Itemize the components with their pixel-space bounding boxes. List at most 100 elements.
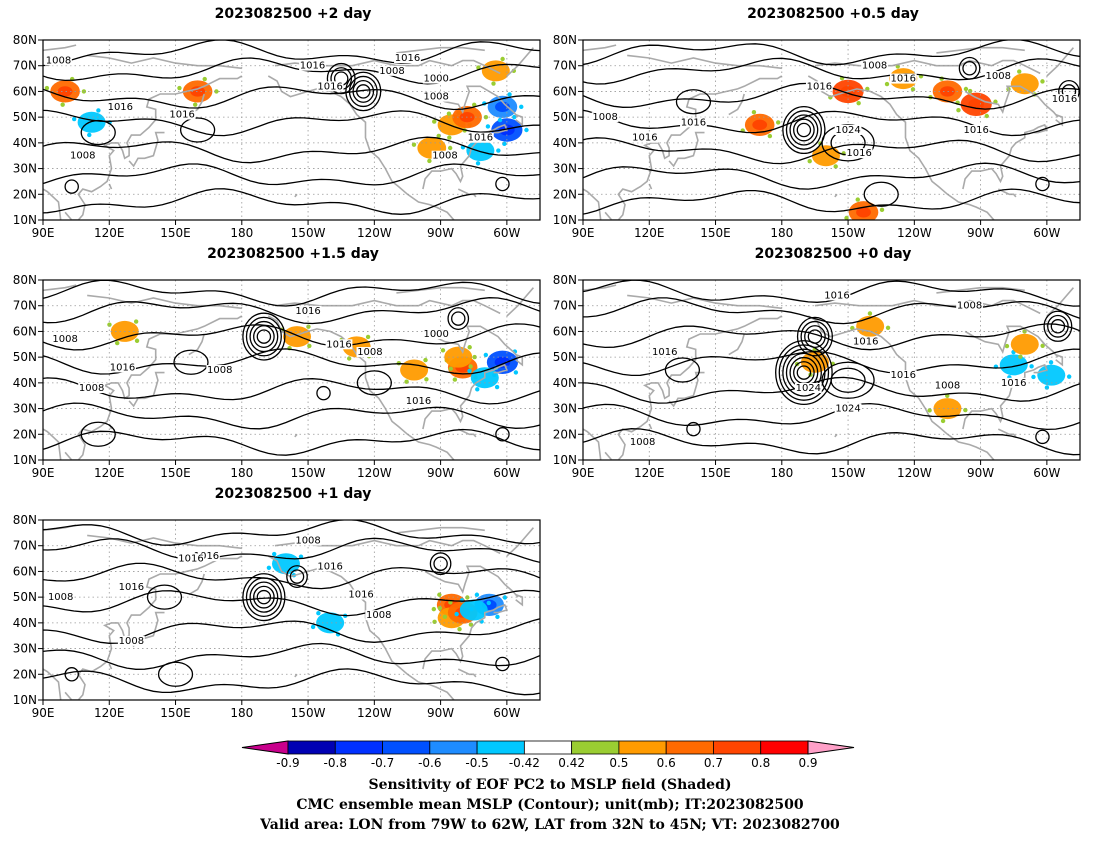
contour-label: 1016 (326, 339, 351, 350)
coastline (64, 75, 243, 220)
y-tick-label: 20N (553, 187, 577, 201)
x-tick-label: 120W (357, 466, 392, 480)
coastline (128, 131, 165, 168)
sensitivity-speckle (442, 614, 448, 620)
low-pressure-contour (807, 329, 823, 344)
contour-label: 1024 (835, 125, 860, 136)
contour-label: 1016 (317, 81, 342, 92)
low-pressure-contour (249, 581, 279, 613)
contour-label: 1016 (1052, 94, 1077, 105)
contour-label: 1016 (406, 396, 431, 407)
y-tick-label: 20N (13, 427, 37, 441)
sensitivity-speckle (316, 610, 321, 616)
sensitivity-speckle (87, 132, 92, 138)
contour-label: 1008 (935, 380, 960, 391)
colorbar-tick-label: -0.8 (324, 756, 347, 769)
contour-label-bg (117, 635, 145, 646)
sensitivity-patch (459, 599, 488, 621)
coastline (506, 527, 535, 557)
y-tick-label: 50N (13, 590, 37, 604)
colorbar-segment (713, 740, 762, 755)
footer-line-3: Valid area: LON from 79W to 62W, LAT fro… (260, 817, 840, 833)
sensitivity-speckle (1017, 69, 1022, 74)
y-tick-label: 20N (553, 427, 577, 441)
coastline (1046, 287, 1075, 317)
sensitivity-speckle (519, 104, 524, 110)
coastline (43, 44, 77, 52)
high-pressure-contour (821, 124, 875, 162)
coastline (396, 286, 485, 294)
isobar-contour (43, 520, 540, 546)
contour-label-bg (431, 150, 459, 161)
sensitivity-core (190, 86, 206, 97)
sensitivity-speckle (502, 141, 507, 147)
sensitivity-speckle (956, 108, 961, 113)
isobar-contour (43, 109, 540, 137)
sensitivity-speckle (833, 164, 838, 169)
contour-label: 1008 (862, 61, 887, 72)
sensitivity-speckle (475, 161, 481, 166)
coastline (668, 131, 705, 168)
sensitivity-speckle (44, 85, 50, 91)
low-pressure-contour (242, 573, 286, 622)
contour-label-bg (823, 290, 851, 301)
isobar-contour (43, 280, 540, 307)
isobar-contour (43, 136, 540, 164)
low-pressure-contour (796, 316, 833, 357)
colorbar-segment (382, 740, 431, 755)
contour-label-bg (984, 71, 1012, 81)
contour-label: 1024 (835, 404, 860, 415)
isobar-contour (43, 537, 540, 564)
isobar-contour (43, 428, 540, 456)
x-tick-label: 180 (230, 226, 253, 240)
low-pressure-contour (64, 667, 79, 682)
colorbar-segment (523, 740, 573, 755)
sensitivity-speckle (96, 108, 101, 113)
sensitivity-speckle (1040, 79, 1045, 84)
contour-label: 1016 (110, 362, 135, 373)
sensitivity-speckle (427, 158, 432, 164)
high-pressure-contour (356, 370, 392, 396)
low-pressure-contour (352, 79, 375, 103)
y-tick-label: 50N (13, 350, 37, 364)
low-pressure-contour (796, 122, 812, 138)
low-pressure-contour (958, 56, 981, 80)
y-tick-label: 10N (13, 453, 37, 467)
sensitivity-speckle (483, 352, 489, 358)
x-tick-label: 180 (230, 706, 253, 720)
contour-label-bg (51, 334, 79, 345)
x-tick-label: 90W (427, 226, 454, 240)
x-tick-label: 150W (291, 706, 326, 720)
y-tick-label: 80N (13, 33, 37, 47)
contour-label-bg (852, 336, 880, 347)
isobar-contour (43, 323, 540, 351)
contour-label: 1016 (169, 110, 194, 121)
coastline (594, 233, 605, 238)
sensitivity-core (940, 86, 955, 97)
sensitivity-speckle (431, 606, 437, 612)
coastline (728, 93, 745, 116)
contour-label-bg (294, 305, 322, 316)
sensitivity-speckle (134, 338, 140, 343)
coastline (43, 284, 77, 292)
sensitivity-speckle (192, 102, 198, 107)
y-tick-label: 20N (13, 187, 37, 201)
isobar-contour (43, 40, 540, 67)
sensitivity-speckle (483, 114, 489, 120)
coastline (604, 75, 783, 220)
y-tick-label: 50N (553, 110, 577, 124)
low-pressure-contour (782, 105, 826, 155)
colorbar-segment (760, 740, 809, 755)
coastline (834, 193, 838, 198)
colorbar-high-extend (807, 740, 855, 755)
coastline (583, 188, 602, 220)
x-tick-label: 150E (160, 466, 191, 480)
sensitivity-core (752, 119, 768, 131)
sensitivity-speckle (436, 133, 441, 139)
contour-label: 1016 (300, 61, 325, 72)
sensitivity-speckle (468, 622, 474, 627)
low-pressure-contour (495, 176, 510, 192)
sensitivity-speckle (457, 627, 462, 632)
contour-label: 1008 (366, 610, 391, 621)
